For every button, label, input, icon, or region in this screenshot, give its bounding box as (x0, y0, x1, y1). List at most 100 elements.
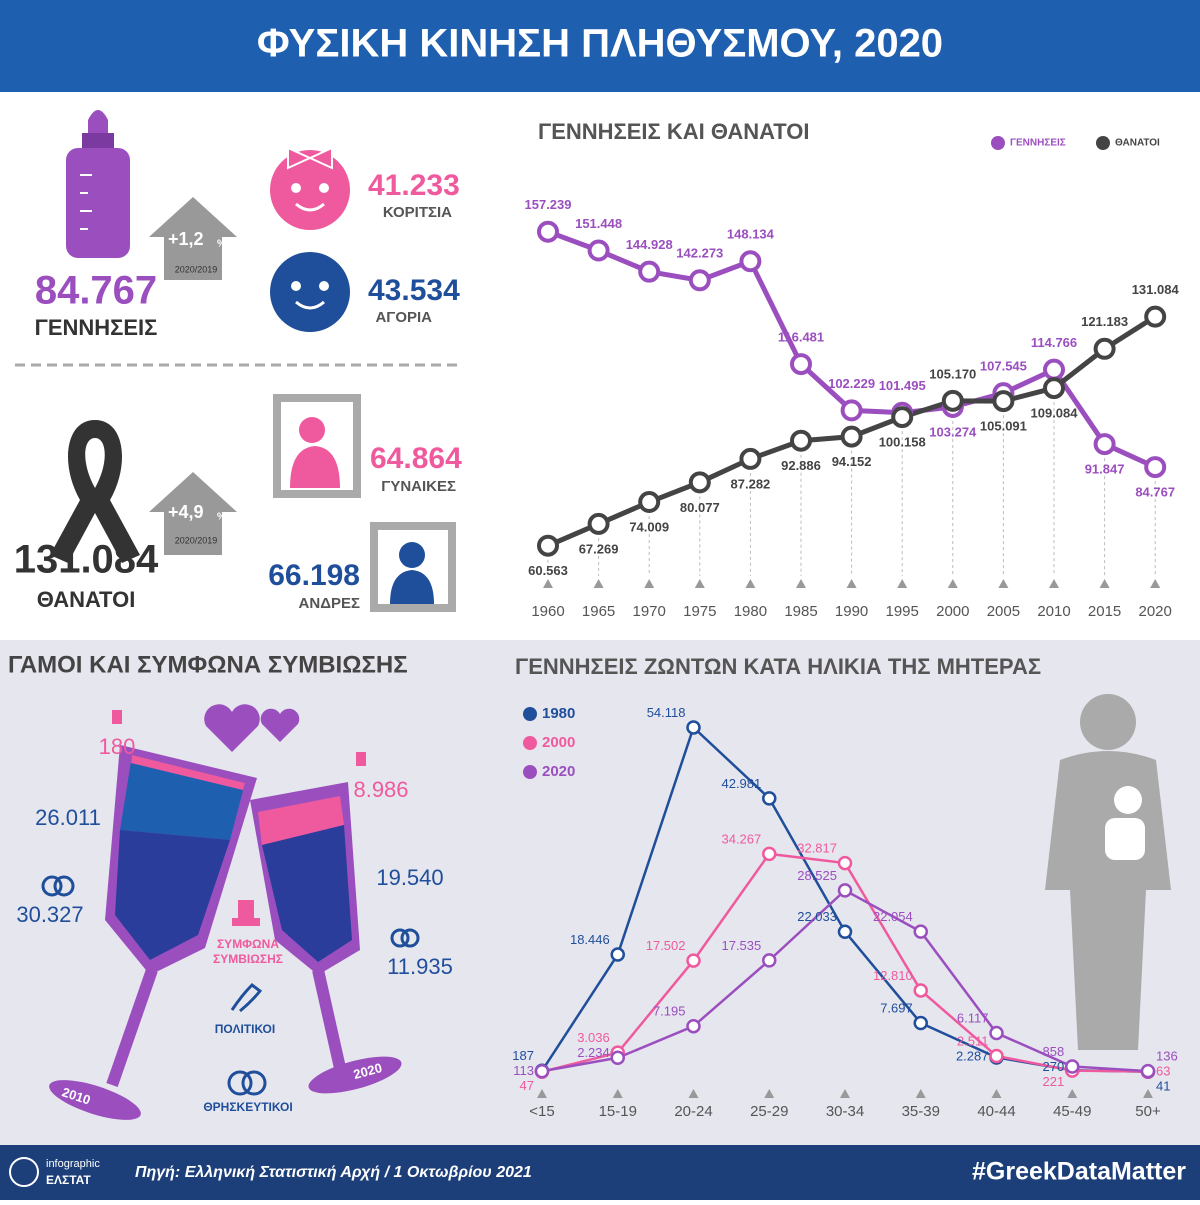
value-label: 148.134 (727, 227, 775, 242)
value-label: 80.077 (680, 500, 720, 515)
value-label: 60.563 (528, 563, 568, 578)
logo-mark (9, 1157, 39, 1187)
value-label: 105.091 (980, 419, 1027, 434)
source: Πηγή: Ελληνική Στατιστική Αρχή / 1 Οκτωβ… (135, 1164, 532, 1181)
value-label: 94.152 (832, 454, 872, 469)
point (537, 534, 559, 557)
point (1093, 337, 1116, 360)
point (790, 429, 812, 452)
page-title: ΦΥΣΙΚΗ ΚΙΝΗΣΗ ΠΛΗΘΥΣΜΟΥ, 2020 (257, 22, 943, 66)
legend-label: 2000 (542, 734, 575, 751)
point (790, 353, 812, 376)
value-label: 131.084 (1132, 282, 1180, 297)
legend-swatch (523, 765, 537, 779)
legend-swatch (991, 136, 1005, 150)
point (989, 1025, 1004, 1041)
up-arrow (149, 472, 237, 555)
stat-label: ΚΟΡΙΤΣΙΑ (383, 204, 452, 221)
ribbon-icon (50, 420, 140, 563)
x-tick-label: 40-44 (977, 1103, 1015, 1120)
point (688, 471, 711, 494)
stat-value: 66.198 (268, 559, 360, 592)
x-tick-label: 1975 (683, 603, 716, 620)
change: +1,2 (168, 229, 204, 249)
value-label: 6.117 (957, 1010, 989, 1025)
point (587, 512, 610, 535)
legend-label: 1980 (542, 705, 575, 722)
tick-mark (543, 579, 553, 588)
period: 2020/2019 (175, 535, 218, 545)
stat-value: 84.767 (35, 269, 157, 313)
point (913, 924, 928, 939)
value-label: 187 (512, 1048, 534, 1063)
value-label: 67.269 (579, 541, 619, 556)
stat-value: 64.864 (370, 442, 462, 475)
point (837, 855, 853, 871)
point (1043, 358, 1065, 381)
point (739, 250, 762, 273)
x-tick-label: 30-34 (826, 1103, 864, 1120)
point (1043, 377, 1065, 400)
point (587, 239, 610, 262)
x-tick-label: 1995 (886, 603, 919, 620)
x-tick-label: 25-29 (750, 1103, 788, 1120)
value-label: 92.886 (781, 458, 821, 473)
x-tick-label: 50+ (1135, 1103, 1161, 1120)
girl-icon (270, 146, 350, 230)
glass-2010 (49, 745, 257, 1120)
chart-title: ΓΕΝΝΗΣΕΙΣ ΚΑΙ ΘΑΝΑΤΟΙ (538, 119, 810, 144)
value-label: 107.545 (980, 359, 1027, 374)
value-label: 121.183 (1081, 314, 1128, 329)
legend-swatch (523, 707, 537, 721)
value-label: 270 (1043, 1059, 1065, 1074)
change: +4,9 (168, 502, 204, 522)
point (686, 953, 701, 968)
tick-mark (915, 1089, 926, 1098)
period: 2020/2019 (175, 264, 218, 274)
value-label: 109.084 (1031, 406, 1079, 421)
mother-icon (1045, 694, 1171, 1050)
x-tick-label: 1985 (784, 603, 817, 620)
point (688, 269, 711, 292)
cohabitation-value: 180 (99, 734, 136, 759)
legend-swatch (523, 736, 537, 750)
value-label: 100.158 (879, 435, 926, 450)
tick-mark (991, 1089, 1002, 1098)
value-label: 142.273 (676, 246, 723, 261)
bottle-icon (66, 110, 130, 258)
value-label: 2.287 (956, 1048, 989, 1063)
value-label: 41 (1156, 1079, 1170, 1094)
tick-mark (840, 1089, 850, 1098)
glass-year: 2020 (352, 1060, 384, 1082)
point (840, 399, 863, 422)
value-label: 858 (1043, 1044, 1065, 1059)
man-frame (370, 522, 456, 612)
stat-value: 131.084 (14, 538, 159, 582)
value-label: 103.274 (929, 424, 977, 439)
header-band (0, 0, 1200, 92)
change-unit: % (217, 239, 226, 250)
x-tick-label: 1990 (835, 603, 868, 620)
point (610, 1050, 625, 1066)
value-label: 12.810 (873, 968, 913, 983)
legend-label: ΘΡΗΣΚΕΥΤΙΚΟΙ (203, 1100, 292, 1114)
point (686, 720, 701, 735)
value-label: 17.535 (721, 938, 761, 953)
point (1093, 433, 1116, 456)
hearts (204, 704, 300, 752)
stat-label: ΓΕΝΝΗΣΕΙΣ (35, 315, 158, 340)
point (913, 1015, 928, 1031)
value-label: 84.767 (1135, 485, 1175, 500)
point (1140, 1063, 1156, 1079)
tick-mark (1049, 579, 1059, 588)
value-label: 22.054 (873, 909, 913, 924)
tick-mark (846, 579, 857, 588)
value-label: 151.448 (575, 216, 622, 231)
legend-label: 2020 (542, 763, 575, 780)
value-label: 221 (1043, 1074, 1065, 1089)
value-label: 22.033 (797, 909, 837, 924)
legend-label: ΘΑΝΑΤΟΙ (1115, 138, 1160, 149)
glass-2020 (250, 782, 402, 1094)
value-label: 7.195 (653, 1004, 686, 1019)
x-tick-label: 1965 (582, 603, 615, 620)
